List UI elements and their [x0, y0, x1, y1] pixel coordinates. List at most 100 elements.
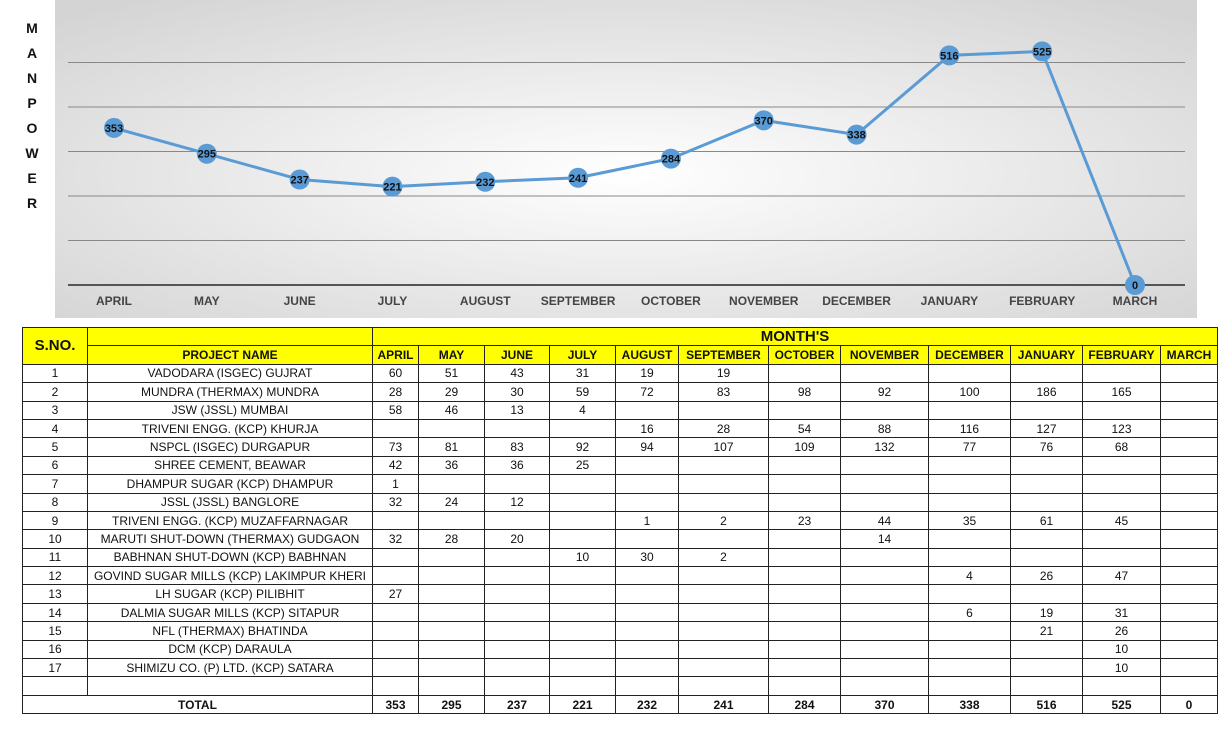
table-cell: 8	[22, 492, 88, 512]
table-row: 7 DHAMPUR SUGAR (KCP) DHAMPUR 1	[22, 474, 1218, 494]
table-cell	[840, 584, 929, 604]
table-cell: DCM (KCP) DARAULA	[87, 639, 373, 660]
table-cell	[678, 492, 769, 512]
table-cell: 353	[372, 694, 419, 715]
table-cell	[1160, 437, 1218, 457]
table-cell	[1010, 676, 1083, 696]
table-cell	[484, 639, 550, 660]
table-cell: TOTAL	[22, 694, 373, 715]
table-cell: 127	[1010, 418, 1083, 439]
table-row: 15 NFL (THERMAX) BHATINDA 21 26	[22, 621, 1218, 641]
x-tick-label: JANUARY	[921, 294, 979, 308]
table-cell: 1	[372, 474, 419, 494]
table-cell	[678, 474, 769, 494]
table-cell: MUNDRA (THERMAX) MUNDRA	[87, 382, 373, 402]
table-cell	[615, 602, 679, 623]
table-cell: 17	[22, 658, 88, 678]
table-cell: 72	[615, 382, 679, 402]
line	[113, 49, 1137, 286]
data-label: 295	[198, 149, 216, 161]
table-cell	[840, 621, 929, 641]
table-row: 16 DCM (KCP) DARAULA 10	[22, 639, 1218, 660]
table-cell: 10	[549, 547, 616, 568]
table-cell: GOVIND SUGAR MILLS (KCP) LAKIMPUR KHERI	[87, 566, 373, 586]
table-cell	[549, 602, 616, 623]
table-cell	[1082, 529, 1161, 549]
table-cell: 81	[418, 437, 485, 457]
empty-row	[22, 676, 1218, 696]
table-cell: 232	[615, 694, 679, 715]
table-cell	[928, 363, 1011, 384]
table-cell	[768, 639, 841, 660]
table-cell	[484, 474, 550, 494]
table-cell: 123	[1082, 418, 1161, 439]
table-cell: 10	[1082, 639, 1161, 660]
table-cell	[549, 639, 616, 660]
table-cell: MARUTI SHUT-DOWN (THERMAX) GUDGAON	[87, 529, 373, 549]
x-tick-label: OCTOBER	[641, 294, 701, 308]
table-cell	[1010, 547, 1083, 568]
table-row: 12 GOVIND SUGAR MILLS (KCP) LAKIMPUR KHER…	[22, 566, 1218, 586]
x-tick-label: JULY	[378, 294, 408, 308]
table-cell	[678, 400, 769, 420]
table-cell: 9	[22, 510, 88, 531]
table-cell: 14	[840, 529, 929, 549]
table-cell	[418, 639, 485, 660]
table-cell	[549, 584, 616, 604]
table-cell: 58	[372, 400, 419, 420]
table-cell	[615, 639, 679, 660]
table-cell: 60	[372, 363, 419, 384]
table-row: 8 JSSL (JSSL) BANGLORE 32 24 12	[22, 492, 1218, 512]
table-cell: 28	[678, 418, 769, 439]
table-cell	[549, 474, 616, 494]
data-point	[568, 167, 589, 188]
table-cell: 21	[1010, 621, 1083, 641]
table-cell	[372, 676, 419, 696]
table-cell: 4	[928, 566, 1011, 586]
table-cell	[1160, 547, 1218, 568]
table-cell	[928, 639, 1011, 660]
table-cell	[1160, 418, 1218, 439]
header-cell: JANUARY	[1010, 345, 1083, 365]
table-row: 3 JSW (JSSL) MUMBAI 58 46 13 4	[22, 400, 1218, 420]
table-cell	[484, 658, 550, 678]
table-row: 6 SHREE CEMENT, BEAWAR 42 36 36 25	[22, 455, 1218, 476]
table-cell	[615, 566, 679, 586]
table-cell	[1010, 639, 1083, 660]
data-label: 237	[290, 175, 308, 187]
table-cell	[678, 602, 769, 623]
table-cell: 73	[372, 437, 419, 457]
table-cell	[768, 474, 841, 494]
table-cell	[1160, 474, 1218, 494]
table-cell	[1160, 492, 1218, 512]
table-cell: 221	[549, 694, 616, 715]
table-cell	[418, 621, 485, 641]
table-cell	[1160, 639, 1218, 660]
table-cell: 32	[372, 529, 419, 549]
table-cell	[615, 658, 679, 678]
header-cell: S.NO.	[22, 327, 88, 365]
data-point	[939, 45, 960, 66]
table-cell	[615, 455, 679, 476]
table-cell	[678, 455, 769, 476]
table-cell	[615, 621, 679, 641]
table-cell	[484, 584, 550, 604]
table-cell	[1010, 529, 1083, 549]
table-cell: 237	[484, 694, 550, 715]
total-row: TOTAL 353 295 237 221 232 241 284 370 338 516 525 0	[22, 694, 1218, 715]
table-cell	[768, 400, 841, 420]
table-cell: 13	[484, 400, 550, 420]
data-point	[104, 117, 124, 138]
table-cell: 1	[22, 363, 88, 384]
table-cell	[1160, 382, 1218, 402]
table-cell	[87, 676, 373, 696]
table-cell: 284	[768, 694, 841, 715]
table-cell: JSW (JSSL) MUMBAI	[87, 400, 373, 420]
table-cell	[928, 492, 1011, 512]
table-cell	[372, 547, 419, 568]
table-cell: 29	[418, 382, 485, 402]
table-cell: 19	[1010, 602, 1083, 623]
table-cell	[1160, 584, 1218, 604]
table-cell: NSPCL (ISGEC) DURGAPUR	[87, 437, 373, 457]
